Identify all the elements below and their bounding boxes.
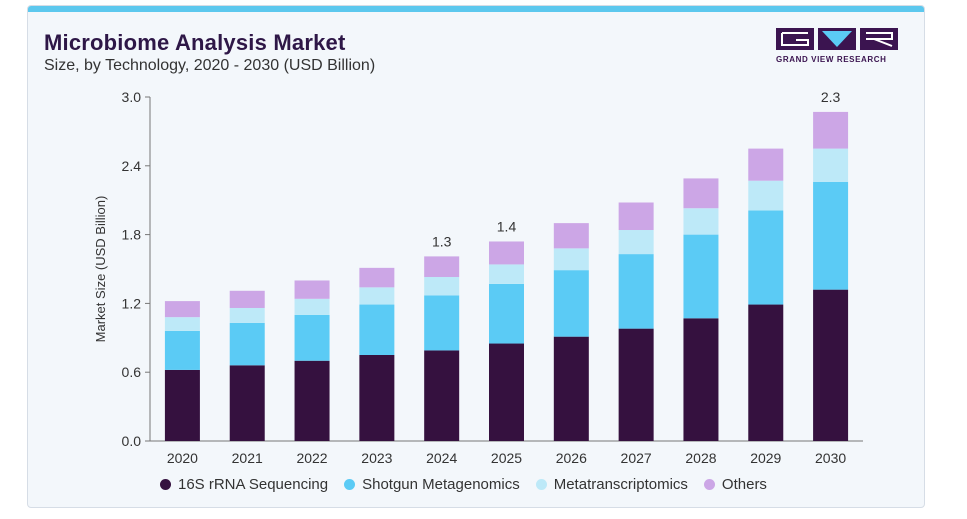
bar-segment-2028-others: [683, 178, 719, 209]
y-tick-label: 0.0: [122, 433, 142, 449]
bar-segment-2030-16s-rrna-sequencing: [813, 289, 849, 441]
total-label-2024: 1.3: [432, 233, 452, 249]
x-tick-label-2025: 2025: [491, 450, 522, 466]
y-tick-label: 2.4: [122, 158, 142, 174]
bar-segment-2029-16s-rrna-sequencing: [748, 304, 784, 441]
bar-segment-2027-shotgun-metagenomics: [618, 254, 654, 329]
bar-segment-2029-shotgun-metagenomics: [748, 210, 784, 305]
bar-segment-2025-others: [489, 241, 524, 265]
legend-label: Metatranscriptomics: [553, 476, 688, 493]
legend-swatch: [344, 479, 356, 490]
logo-mark-v: [818, 28, 856, 50]
chart-subtitle: Size, by Technology, 2020 - 2030 (USD Bi…: [44, 57, 376, 74]
bar-segment-2028-shotgun-metagenomics: [683, 234, 719, 319]
bar-segment-2024-others: [424, 256, 460, 278]
bar-segment-2023-others: [359, 267, 395, 288]
bar-segment-2021-shotgun-metagenomics: [229, 322, 265, 366]
bar-segment-2026-16s-rrna-sequencing: [553, 336, 589, 441]
bar-segment-2020-metatranscriptomics: [164, 317, 200, 331]
x-tick-label-2026: 2026: [556, 450, 587, 466]
chart-title: Microbiome Analysis Market: [44, 30, 346, 55]
x-tick-label-2023: 2023: [361, 450, 392, 466]
bar-segment-2030-shotgun-metagenomics: [813, 181, 849, 290]
bar-segment-2022-shotgun-metagenomics: [294, 314, 330, 361]
legend-label: Shotgun Metagenomics: [362, 476, 520, 493]
bar-segment-2022-others: [294, 280, 330, 299]
bar-segment-2025-16s-rrna-sequencing: [489, 343, 524, 441]
bar-segment-2026-metatranscriptomics: [553, 248, 589, 271]
logo-mark-group: [776, 28, 902, 50]
bar-segment-2024-metatranscriptomics: [424, 277, 460, 296]
total-label-2025: 1.4: [497, 218, 517, 234]
bar-segment-2021-metatranscriptomics: [229, 307, 265, 323]
bar-segment-2023-metatranscriptomics: [359, 287, 395, 305]
bar-segment-2030-metatranscriptomics: [813, 148, 849, 182]
bar-segment-2025-shotgun-metagenomics: [489, 283, 524, 344]
y-tick-label: 1.8: [122, 227, 142, 243]
bar-segment-2026-others: [553, 223, 589, 249]
bar-segment-2022-16s-rrna-sequencing: [294, 360, 330, 441]
logo-text: GRAND VIEW RESEARCH: [776, 55, 887, 64]
bar-segment-2024-shotgun-metagenomics: [424, 295, 460, 351]
y-tick-label: 0.6: [122, 364, 142, 380]
stacked-bar-chart: 0.0 0.6 1.2 1.8 2.4 3.0 Market Size (USD Billi…: [93, 89, 863, 466]
x-tick-label-2030: 2030: [815, 450, 846, 466]
legend-item: 16S rRNA Sequencing: [160, 476, 328, 493]
legend-item: Metatranscriptomics: [535, 476, 688, 493]
bar-segment-2023-shotgun-metagenomics: [359, 304, 395, 355]
accent-bar: [28, 6, 924, 12]
bar-segment-2020-shotgun-metagenomics: [164, 330, 200, 370]
legend-swatch: [703, 479, 715, 490]
legend-swatch: [535, 479, 547, 490]
x-tick-label-2021: 2021: [232, 450, 263, 466]
bar-segment-2023-16s-rrna-sequencing: [359, 355, 395, 441]
bar-segment-2028-metatranscriptomics: [683, 208, 719, 235]
logo-mark-g: [776, 28, 814, 50]
x-tick-label-2020: 2020: [167, 450, 198, 466]
x-tick-label-2027: 2027: [621, 450, 652, 466]
legend-item: Others: [703, 476, 767, 493]
bar-segment-2027-16s-rrna-sequencing: [618, 328, 654, 441]
legend-item: Shotgun Metagenomics: [344, 476, 520, 493]
bar-segment-2021-16s-rrna-sequencing: [229, 365, 265, 441]
x-tick-label-2022: 2022: [296, 450, 327, 466]
y-axis-title: Market Size (USD Billion): [93, 196, 108, 343]
y-tick-label: 3.0: [122, 89, 142, 105]
bar-segment-2027-metatranscriptomics: [618, 230, 654, 255]
bar-segment-2026-shotgun-metagenomics: [553, 270, 589, 337]
chart-legend: 16S rRNA Sequencing Shotgun Metagenomics M…: [160, 476, 767, 493]
legend-swatch: [160, 479, 171, 490]
grand-view-research-logo: GRAND VIEW RESEARCH: [776, 28, 902, 70]
y-tick-label: 1.2: [122, 295, 142, 311]
legend-label: 16S rRNA Sequencing: [178, 476, 329, 493]
bar-segment-2020-16s-rrna-sequencing: [164, 369, 200, 441]
x-tick-label-2024: 2024: [426, 450, 457, 466]
logo-mark-r: [860, 28, 898, 50]
bar-segment-2028-16s-rrna-sequencing: [683, 318, 719, 441]
bar-segment-2020-others: [164, 301, 200, 318]
x-tick-label-2029: 2029: [750, 450, 781, 466]
bar-segment-2025-metatranscriptomics: [489, 264, 524, 284]
total-label-2030: 2.3: [821, 89, 841, 105]
bar-segment-2024-16s-rrna-sequencing: [424, 350, 460, 441]
bar-segment-2029-others: [748, 148, 784, 181]
bar-segment-2027-others: [618, 202, 654, 231]
legend-label: Others: [721, 476, 767, 493]
chart-card: Microbiome Analysis Market Size, by Tech…: [27, 5, 925, 508]
bar-segment-2029-metatranscriptomics: [748, 180, 784, 211]
x-tick-label-2028: 2028: [685, 450, 716, 466]
bar-segment-2021-others: [229, 290, 265, 308]
bar-segment-2030-others: [813, 111, 849, 149]
bar-segment-2022-metatranscriptomics: [294, 298, 330, 315]
